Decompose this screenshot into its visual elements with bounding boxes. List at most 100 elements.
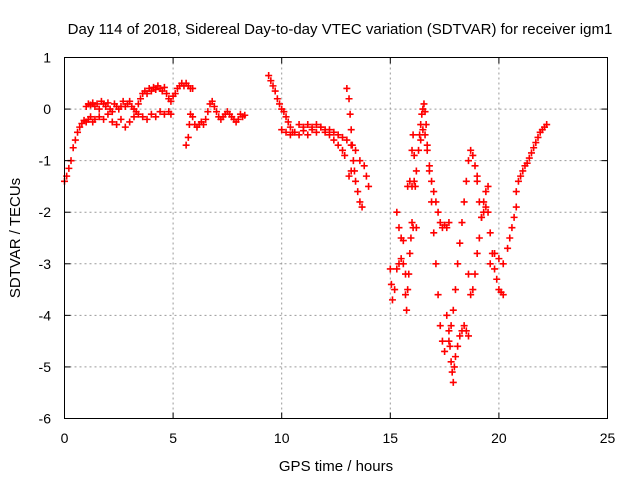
data-point [278,126,286,134]
data-point [436,322,444,330]
data-point [448,368,456,376]
data-point [462,327,470,335]
data-point [425,162,433,170]
data-point [134,100,142,108]
data-point [204,108,212,116]
grid [64,57,608,419]
data-point [504,244,512,252]
data-point [486,260,494,268]
data-point [87,113,95,121]
data-point [74,128,82,136]
data-point [530,144,538,152]
data-points [61,72,551,386]
data-point [126,97,134,105]
data-point [434,291,442,299]
y-tick-label: -3 [39,256,52,272]
data-point [514,177,522,185]
data-point [420,100,428,108]
data-point [349,157,357,165]
data-point [286,123,294,131]
data-point [399,237,407,245]
data-point [95,113,103,121]
data-point [443,224,451,232]
data-point [430,229,438,237]
data-point [527,149,535,157]
data-point [95,105,103,113]
data-point [543,121,551,129]
data-point [412,167,420,175]
data-point [284,118,292,126]
data-point [393,265,401,273]
data-point [356,157,364,165]
data-point [410,177,418,185]
data-point [91,115,99,123]
data-point [454,342,462,350]
y-tick-label: -6 [39,411,52,427]
data-point [143,115,151,123]
data-point [89,99,97,107]
data-point [434,208,442,216]
data-point [519,167,527,175]
data-point [467,291,475,299]
data-point [405,270,413,278]
data-point [139,113,147,121]
data-point [523,159,531,167]
data-point [156,108,164,116]
data-point [415,146,423,154]
data-point [345,172,353,180]
data-point [445,327,453,335]
data-point [512,203,520,211]
data-point [213,108,221,116]
x-tick-label: 15 [383,430,399,446]
data-point [200,121,208,129]
data-point [462,177,470,185]
data-point [334,141,342,149]
data-point [137,95,145,103]
data-point [113,121,121,129]
data-point [508,224,516,232]
data-point [134,110,142,118]
y-tick-label: -5 [39,359,52,375]
data-point [406,249,414,257]
data-point [76,123,84,131]
data-point [449,378,457,386]
data-point [473,249,481,257]
data-point [451,353,459,361]
data-point [430,188,438,196]
data-point [517,172,525,180]
y-tick-label: -4 [39,307,52,323]
data-point [347,167,355,175]
data-point [428,177,436,185]
data-point [147,87,155,95]
data-point [443,311,451,319]
data-point [464,270,472,278]
data-point [491,249,499,257]
data-point [393,208,401,216]
data-point [445,219,453,227]
data-point [312,128,320,136]
plot-frame [64,57,608,419]
data-point [493,275,501,283]
data-point [419,126,427,134]
data-point [334,131,342,139]
data-point [484,208,492,216]
data-point [365,182,373,190]
data-point [403,306,411,314]
data-point [387,280,395,288]
data-point [143,90,151,98]
data-point [65,164,73,172]
data-point [454,260,462,268]
y-tick-label: 1 [43,50,51,66]
data-point [347,126,355,134]
data-point [167,110,175,118]
x-tick-label: 10 [274,430,290,446]
data-point [391,286,399,294]
data-point [280,108,288,116]
data-point [160,83,168,91]
data-point [458,219,466,227]
data-point [409,131,417,139]
data-point [69,144,77,152]
data-point [475,198,483,206]
